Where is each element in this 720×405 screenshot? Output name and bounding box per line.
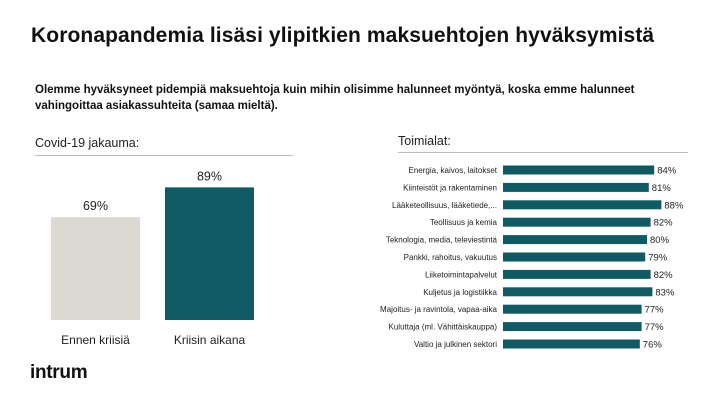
industry-value-label-3: 82% bbox=[654, 218, 674, 229]
industry-chart-divider bbox=[398, 152, 688, 153]
industry-value-label-2: 88% bbox=[664, 200, 684, 211]
industry-category-label-0: Energia, kaivos, laitokset bbox=[409, 166, 498, 175]
industry-bar-2 bbox=[503, 200, 662, 210]
industry-value-label-1: 81% bbox=[652, 183, 672, 194]
industry-bar-8 bbox=[503, 304, 642, 314]
industry-category-label-5: Pankki, rahoitus, vakuutus bbox=[404, 253, 497, 262]
intrum-logo: intrum bbox=[30, 362, 88, 383]
industry-value-label-5: 79% bbox=[648, 253, 668, 264]
industry-category-label-10: Valtio ja julkinen sektori bbox=[414, 340, 497, 349]
industry-chart-title: Toimialat: bbox=[398, 134, 451, 148]
survey-statement: Olemme hyväksyneet pidempiä maksuehtoja … bbox=[35, 84, 635, 112]
industry-bar-5 bbox=[503, 252, 646, 262]
industry-bar-10 bbox=[503, 339, 640, 349]
covid-chart-title: Covid-19 jakauma: bbox=[35, 136, 140, 150]
industry-category-label-2: Lääketeollisuus, lääketiede,... bbox=[392, 201, 497, 210]
industry-bar-7 bbox=[503, 287, 653, 297]
page-title: Koronapandemia lisäsi ylipitkien maksueh… bbox=[31, 24, 655, 47]
covid-chart-divider bbox=[35, 155, 293, 156]
industry-bar-9 bbox=[503, 322, 642, 332]
industry-value-label-8: 77% bbox=[645, 305, 665, 316]
industry-category-label-8: Majoitus- ja ravintola, vapaa-aika bbox=[380, 305, 497, 314]
industry-category-label-6: Liiketoimintapalvelut bbox=[425, 270, 498, 279]
covid-value-label-0: 69% bbox=[83, 199, 108, 213]
covid-bar-0 bbox=[51, 217, 140, 320]
industry-bar-0 bbox=[503, 165, 655, 175]
covid-value-label-1: 89% bbox=[197, 169, 222, 183]
industry-bar-6 bbox=[503, 269, 651, 279]
covid-category-label-1: Kriisin aikana bbox=[174, 333, 246, 347]
industry-value-label-10: 76% bbox=[643, 340, 663, 351]
industry-bar-3 bbox=[503, 217, 651, 227]
industry-category-label-1: Kiinteistöt ja rakentaminen bbox=[403, 183, 497, 192]
industry-bar-1 bbox=[503, 182, 649, 192]
industry-value-label-7: 83% bbox=[655, 287, 675, 298]
industry-category-label-9: Kuluttaja (ml. Vähittäiskauppa) bbox=[389, 323, 498, 332]
industry-bar-4 bbox=[503, 235, 647, 245]
covid-category-label-0: Ennen kriisiä bbox=[61, 333, 130, 347]
industry-category-label-4: Teknologia, media, televiestintä bbox=[386, 236, 498, 245]
industry-value-label-9: 77% bbox=[645, 322, 665, 333]
industry-value-label-4: 80% bbox=[650, 235, 670, 246]
industry-value-label-6: 82% bbox=[654, 270, 674, 281]
industry-category-label-3: Teollisuus ja kemia bbox=[430, 218, 498, 227]
covid-bar-1 bbox=[165, 187, 254, 320]
industry-category-label-7: Kuljetus ja logistiikka bbox=[423, 288, 497, 297]
industry-value-label-0: 84% bbox=[657, 166, 677, 177]
